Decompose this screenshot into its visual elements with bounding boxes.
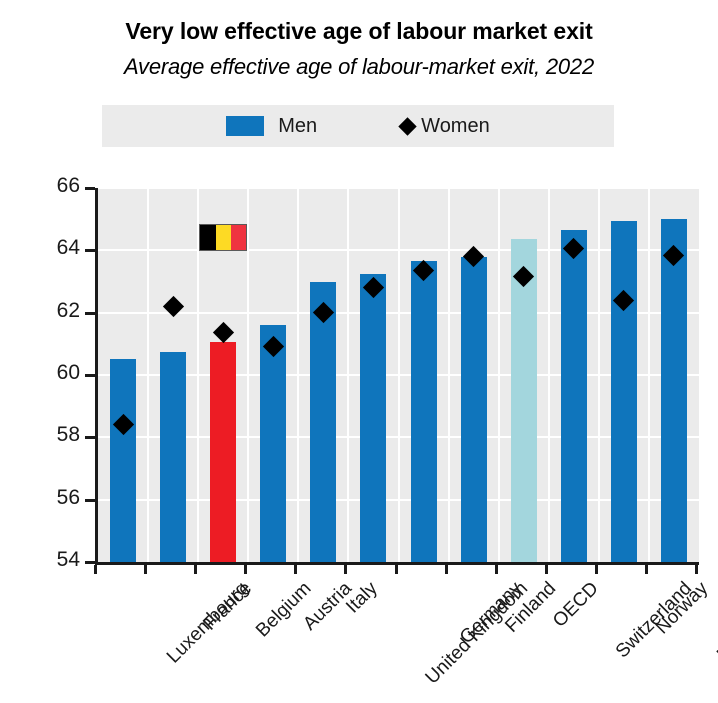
- chart-title: Very low effective age of labour market …: [125, 18, 593, 44]
- y-tick-label: 66: [56, 174, 80, 197]
- x-tick-mark: [294, 565, 298, 574]
- vertical-gridline: [147, 188, 150, 562]
- x-tick-mark: [544, 565, 548, 574]
- x-tick-mark: [644, 565, 648, 574]
- bar-finland[interactable]: [460, 256, 487, 562]
- belgium-flag-marker: [199, 223, 248, 251]
- y-tick-label: 64: [56, 236, 80, 260]
- legend-diamond-women-icon: [398, 116, 417, 136]
- bar-switzerland[interactable]: [560, 230, 587, 562]
- bar-united-kingdom[interactable]: [360, 273, 387, 562]
- y-tick-mark: [85, 311, 95, 315]
- x-tick-mark: [695, 565, 698, 574]
- x-label-netherlands[interactable]: Netherlands: [712, 578, 718, 666]
- bar-italy[interactable]: [310, 281, 337, 562]
- x-tick-mark: [494, 565, 498, 574]
- vertical-gridline: [497, 188, 500, 562]
- women-marker-belgium[interactable]: [212, 322, 234, 344]
- y-tick-label: 54: [56, 548, 80, 571]
- chart-subtitle: Average effective age of labour-market e…: [123, 54, 594, 79]
- vertical-gridline: [447, 188, 450, 562]
- legend-label-men: Men: [278, 114, 318, 137]
- vertical-gridline: [397, 188, 400, 562]
- legend-entry-men[interactable]: Men: [226, 115, 317, 138]
- bar-oecd[interactable]: [510, 239, 537, 562]
- y-tick-label: 56: [56, 485, 80, 509]
- x-label-oecd[interactable]: OECD: [548, 578, 603, 632]
- vertical-gridline: [647, 188, 650, 562]
- vertical-gridline: [247, 188, 250, 562]
- x-tick-mark: [144, 565, 148, 574]
- vertical-gridline: [597, 188, 600, 562]
- x-tick-mark: [194, 565, 198, 574]
- legend-entry-women[interactable]: Women: [398, 114, 490, 138]
- y-tick-mark: [85, 187, 95, 190]
- plot-area: [95, 187, 699, 565]
- bar-netherlands[interactable]: [660, 219, 687, 562]
- y-tick-mark: [85, 436, 95, 440]
- y-tick-mark: [85, 498, 95, 502]
- x-tick-mark: [394, 565, 398, 574]
- y-tick-label: 58: [56, 423, 80, 447]
- y-tick-mark: [85, 561, 95, 564]
- x-label-belgium[interactable]: Belgium: [252, 578, 316, 642]
- vertical-gridline: [197, 188, 200, 562]
- vertical-gridline: [297, 188, 300, 562]
- vertical-gridline: [547, 188, 550, 562]
- y-tick-label: 60: [56, 361, 80, 384]
- x-tick-mark: [444, 565, 448, 574]
- bar-austria[interactable]: [260, 325, 287, 562]
- bar-belgium[interactable]: [210, 342, 237, 562]
- bar-france[interactable]: [160, 351, 187, 562]
- bar-luxembourg[interactable]: [110, 359, 137, 562]
- y-tick-mark: [85, 249, 95, 253]
- x-tick-mark: [94, 565, 97, 574]
- chart-legend: Men Women: [102, 105, 614, 147]
- bar-norway[interactable]: [610, 220, 637, 562]
- legend-label-women: Women: [421, 114, 490, 137]
- bar-germany[interactable]: [410, 261, 437, 562]
- y-tick-label: 62: [56, 298, 80, 322]
- x-tick-mark: [244, 565, 248, 574]
- vertical-gridline: [347, 188, 350, 562]
- x-tick-mark: [344, 565, 348, 574]
- women-marker-france[interactable]: [162, 295, 184, 318]
- x-tick-mark: [594, 565, 598, 574]
- x-label-italy[interactable]: Italy: [342, 578, 383, 618]
- y-tick-mark: [85, 374, 95, 377]
- legend-swatch-men-icon: [226, 116, 265, 136]
